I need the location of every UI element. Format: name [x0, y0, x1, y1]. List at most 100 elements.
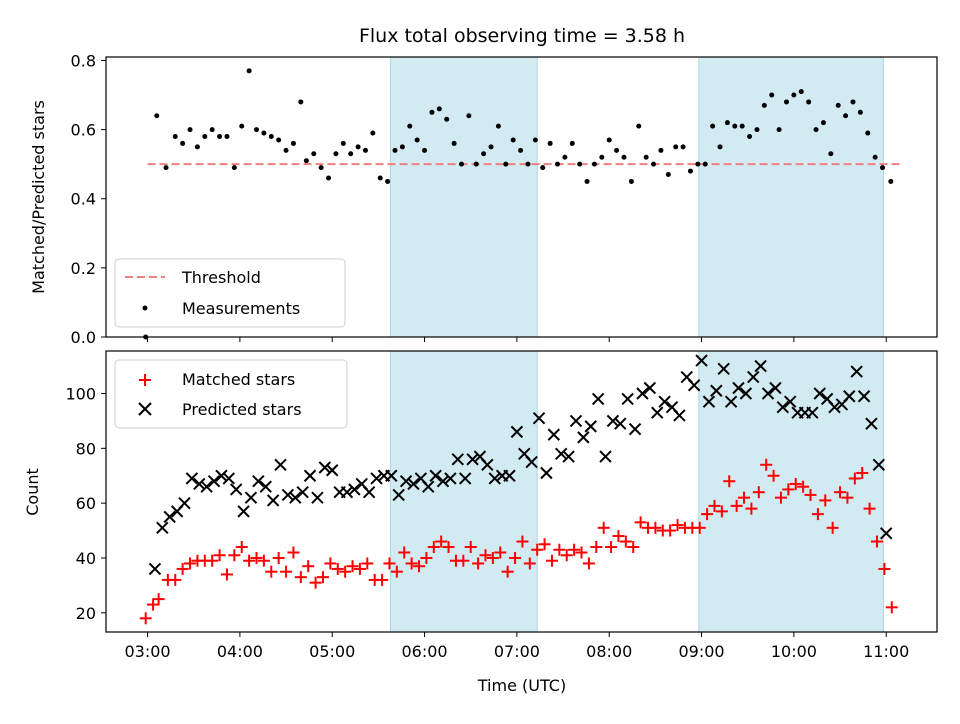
top-legend: Threshold Measurements: [114, 258, 346, 328]
bottom-x-ticks: 03:00 04:00 05:00 06:00 07:00 08:00 09:00 10:00…: [124, 632, 909, 661]
matched-star-point: [257, 554, 270, 567]
measurement-point: [239, 123, 245, 129]
bottom-y-axis-label: Count: [23, 468, 42, 516]
matched-star-point: [553, 543, 566, 556]
matched-star-point: [472, 557, 485, 570]
measurement-point: [392, 147, 398, 153]
measurement-point: [665, 172, 671, 178]
measurement-point: [254, 127, 260, 133]
matched-star-point: [870, 535, 883, 548]
predicted-star-point: [628, 422, 642, 436]
predicted-star-point: [540, 466, 553, 480]
predicted-star-point: [244, 491, 258, 504]
matched-star-point: [464, 541, 477, 554]
predicted-star-point: [326, 464, 339, 477]
predicted-star-point: [702, 395, 716, 408]
measurement-point: [584, 178, 590, 184]
predicted-star-point: [481, 458, 494, 471]
matched-star-point: [243, 554, 256, 567]
x-tick-label: 09:00: [678, 642, 724, 661]
top-shaded-intervals: [389, 56, 884, 338]
predicted-star-point: [783, 395, 797, 408]
matched-star-point: [324, 557, 337, 570]
measurement-point: [231, 165, 237, 171]
predicted-star-point: [422, 480, 435, 493]
measurement-point: [180, 140, 186, 146]
top-y-axis-label: Matched/Predicted stars: [29, 100, 48, 294]
y-tick-label: 0.0: [71, 328, 96, 347]
matched-star-point: [575, 546, 588, 559]
predicted-star-point: [458, 472, 472, 485]
matched-star-point: [272, 551, 285, 564]
measurement-point: [298, 99, 304, 105]
top-x-ticks: [147, 337, 887, 342]
top-panel-frame: [105, 56, 938, 338]
measurement-point: [776, 127, 782, 133]
measurement-point: [172, 134, 178, 140]
measurement-point: [747, 134, 753, 140]
predicted-star-point: [850, 365, 863, 378]
matched-star-point: [346, 560, 359, 573]
matched-star-point: [856, 466, 869, 479]
predicted-star-point: [407, 477, 420, 491]
matched-star-point: [457, 554, 470, 567]
predicted-star-point: [503, 469, 516, 482]
predicted-star-point: [717, 362, 730, 376]
matched-star-point: [826, 521, 839, 534]
x-tick-label: 05:00: [309, 642, 355, 661]
matched-star-point: [280, 565, 293, 578]
matched-star-point: [863, 502, 876, 515]
measurement-point: [525, 161, 531, 167]
predicted-star-point: [614, 417, 627, 430]
bottom-panel-frame: [105, 350, 938, 633]
matched-star-point: [627, 541, 640, 554]
matched-star-point: [353, 562, 366, 575]
matched-star-point: [582, 557, 595, 570]
matched-star-point: [494, 546, 507, 559]
matched-star-point: [235, 541, 248, 554]
matched-star-point: [339, 565, 352, 578]
predicted-star-point: [311, 491, 324, 504]
measurement-point: [880, 165, 886, 171]
measurement-point: [850, 99, 856, 105]
predicted-star-point: [732, 381, 745, 395]
shaded-interval-1: [389, 56, 538, 338]
measurement-point: [555, 161, 561, 167]
predicted-star-point: [281, 488, 295, 502]
y-tick-label: 0.2: [71, 259, 96, 278]
measurement-point: [798, 89, 804, 95]
predicted-star-point: [266, 494, 280, 507]
measurement-point: [283, 147, 289, 153]
measurement-point: [540, 165, 546, 171]
predicted-star-point: [769, 381, 782, 395]
matched-star-point: [797, 480, 810, 493]
matched-star-point: [420, 551, 433, 564]
y-tick-label: 80: [76, 439, 96, 458]
y-tick-label: 60: [76, 494, 96, 513]
predicted-star-point: [643, 381, 657, 395]
matched-star-point: [885, 601, 898, 614]
matched-star-point: [819, 494, 832, 507]
predicted-star-point: [673, 409, 686, 422]
measurement-point: [458, 161, 464, 167]
measurement-point: [599, 154, 605, 160]
matched-star-point: [331, 562, 344, 575]
matched-star-point: [789, 477, 802, 490]
measurement-point: [739, 123, 745, 129]
matched-star-point: [390, 565, 403, 578]
matched-star-point: [361, 557, 374, 570]
measurement-point: [606, 137, 612, 143]
predicted-star-point: [776, 400, 790, 414]
measurement-point: [532, 137, 538, 143]
bottom-shaded-intervals: [389, 350, 884, 633]
measurement-point: [888, 178, 894, 184]
measurement-point: [872, 154, 878, 160]
matched-star-point: [693, 521, 706, 534]
y-tick-label: 40: [76, 549, 96, 568]
predicted-star-point: [828, 400, 841, 414]
matched-star-point: [619, 535, 632, 548]
measurement-point: [754, 127, 760, 133]
matched-star-point: [169, 573, 182, 586]
measurement-point: [333, 151, 339, 157]
